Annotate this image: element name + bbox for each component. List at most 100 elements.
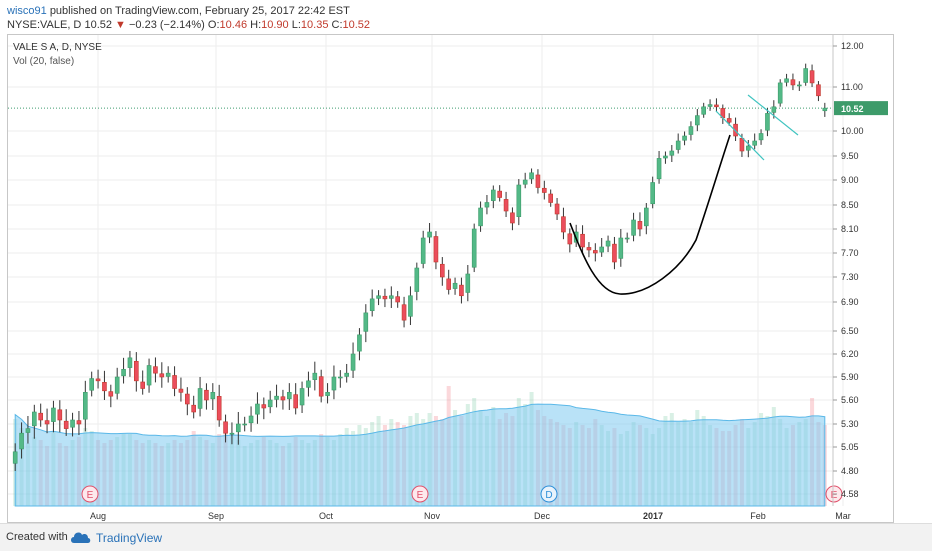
candle-body [395, 296, 400, 303]
candle-body [331, 376, 337, 391]
candle-body [440, 263, 445, 278]
candle-body [57, 409, 63, 421]
candle-body [465, 273, 471, 293]
candle-body [242, 423, 247, 426]
candle-body [38, 412, 43, 421]
dividend-event-icon[interactable] [540, 485, 558, 503]
candle-body [777, 82, 783, 104]
candle-body [522, 179, 528, 185]
candle-body [255, 403, 260, 415]
candle-body [83, 392, 88, 420]
candle-body [178, 388, 184, 393]
earnings-event-icon[interactable] [81, 485, 99, 503]
candle-body [114, 376, 120, 394]
candle-body [19, 432, 24, 450]
candle-body [758, 133, 764, 141]
candle-body [287, 392, 292, 400]
candle-body [344, 372, 349, 377]
price-tick-label: 6.20 [841, 349, 859, 359]
time-axis[interactable]: Aug Sep Oct Nov Dec 2017 Feb Mar [90, 511, 851, 521]
candle-body [459, 284, 464, 297]
candle-body [567, 233, 573, 245]
candle-body [32, 411, 37, 427]
candle-body [484, 202, 490, 208]
price-axis[interactable]: 12.00 11.00 10.00 9.50 9.00 8.50 8.10 7.70 7.30 6… [832, 35, 888, 506]
earnings-event-icon[interactable] [411, 485, 429, 503]
chart-title: VALE S A, D, NYSE [13, 42, 102, 53]
tradingview-brand-link[interactable]: TradingView [96, 531, 163, 545]
candle-body [433, 236, 439, 263]
candle-body [695, 115, 700, 126]
price-tick-label: 5.90 [841, 372, 859, 382]
price-tick-label: 9.00 [841, 175, 859, 185]
channel-line-lower[interactable] [715, 110, 765, 161]
candle-body [809, 70, 815, 84]
low-label: L: [291, 19, 301, 31]
volume-ma-area [14, 403, 826, 507]
time-tick-label: Sep [208, 511, 224, 521]
candle-body [714, 104, 719, 108]
candle-body [605, 240, 611, 247]
price-tick-label: 9.50 [841, 151, 859, 161]
candle-body [733, 123, 738, 137]
candle-body [644, 207, 649, 227]
candle-body [427, 231, 432, 238]
candle-body [102, 382, 107, 392]
publish-line: wisco91 published on TradingView.com, Fe… [7, 5, 350, 17]
candle-body [497, 190, 502, 198]
candle-body [363, 312, 369, 332]
candle-body [599, 246, 604, 253]
candle-body [140, 381, 145, 389]
price-tick-label: 4.58 [841, 489, 859, 499]
candle-body [663, 155, 668, 159]
chart-area[interactable]: E E D E VALE S A, D, NYSE Vol (20, false) 1… [7, 34, 894, 523]
candle-body [274, 395, 279, 400]
close-value: 10.52 [342, 19, 371, 31]
candle-body [293, 394, 298, 409]
candle-body [127, 357, 133, 368]
candle-body [739, 137, 745, 152]
candle-body [618, 237, 624, 259]
high-label: H: [250, 19, 262, 31]
open-value: 10.46 [219, 19, 248, 31]
time-tick-label: Dec [534, 511, 551, 521]
candle-body [70, 419, 75, 428]
time-tick-label: 2017 [643, 511, 663, 521]
candle-body [650, 182, 655, 205]
author-link[interactable]: wisco91 [7, 5, 47, 17]
price-tick-label: 5.30 [841, 419, 859, 429]
candle-body [580, 233, 585, 248]
time-tick-label: Nov [424, 511, 441, 521]
chart-header: wisco91 published on TradingView.com, Fe… [0, 0, 932, 34]
ohlc-line: NYSE:VALE, D 10.52 ▼ −0.23 (−2.14%) O:10… [7, 19, 370, 31]
candle-body [624, 237, 630, 240]
created-with-label: Created with [6, 531, 68, 543]
candle-body [784, 78, 789, 83]
candle-body [803, 68, 808, 83]
time-tick-label: Mar [835, 511, 851, 521]
last-price: 10.52 [84, 19, 112, 31]
candle-body [816, 84, 821, 97]
channel-line-upper[interactable] [747, 94, 799, 136]
candle-body [452, 282, 458, 289]
footer: Created with TradingView [0, 523, 932, 551]
candle-body [790, 79, 796, 86]
cup-drawing[interactable] [569, 134, 731, 295]
candle-body [682, 135, 687, 141]
candle-body [185, 393, 190, 405]
candle-body [586, 247, 592, 251]
candle-body [561, 216, 566, 233]
candle-body [771, 106, 777, 113]
candle-body [312, 372, 318, 380]
candle-body [280, 396, 286, 401]
candle-body [216, 396, 222, 421]
candle-body [491, 189, 496, 201]
price-chart[interactable]: E E D E VALE S A, D, NYSE Vol (20, false) 1… [8, 35, 893, 522]
candle-body [159, 373, 165, 378]
candle-body [204, 389, 209, 401]
candle-body [134, 360, 139, 382]
candle-body [25, 428, 31, 433]
tradingview-cloud-icon [71, 532, 91, 543]
candle-body [325, 392, 330, 396]
candle-body [389, 295, 394, 299]
